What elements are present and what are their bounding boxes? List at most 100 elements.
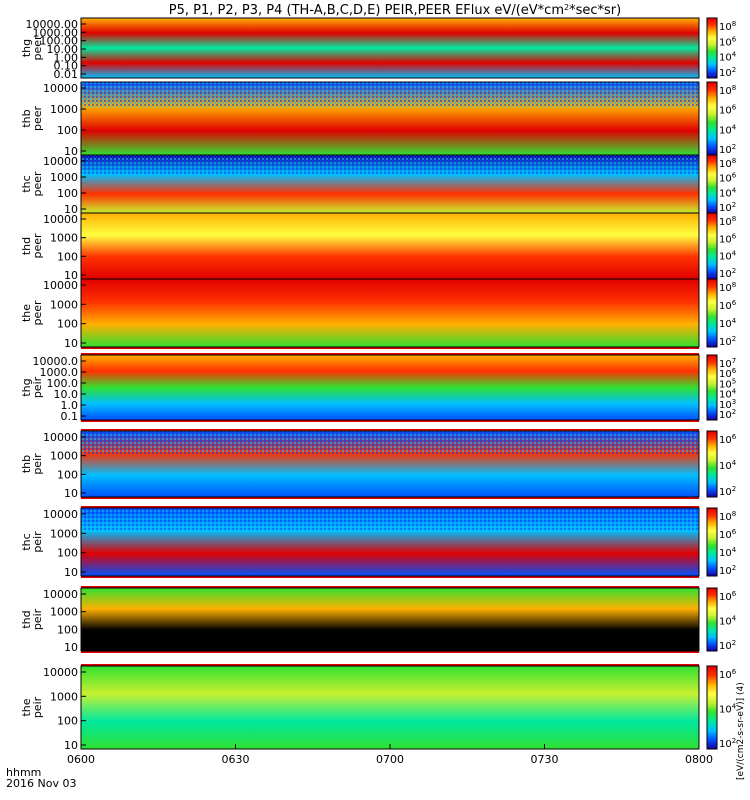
- panel-label-instrument: peer: [31, 233, 44, 259]
- y-tick-label: 1000: [50, 527, 78, 540]
- panel-label-probe: thb: [20, 109, 33, 127]
- separator-strip: [81, 497, 699, 508]
- separator-band-inner: [81, 499, 699, 506]
- noise-overlay: [81, 82, 699, 108]
- y-tick-label: 10.00: [47, 43, 79, 56]
- separator-strip: [81, 420, 699, 431]
- separator-band-inner: [81, 653, 699, 664]
- panel-label-instrument: peir: [31, 376, 44, 398]
- panel-label-probe: thd: [20, 237, 33, 255]
- colorbar-tick-label: 106: [719, 668, 737, 681]
- x-axis-date: 2016 Nov 03: [6, 777, 76, 790]
- colorbar-tick-label: 106: [719, 35, 737, 48]
- colorbar-tick-label: 102: [719, 66, 736, 79]
- y-tick-label: 10.0: [54, 388, 79, 401]
- colorbar-tick-label: 104: [719, 123, 737, 136]
- colorbar-tick-label: 106: [719, 299, 737, 312]
- colorbar-image: [706, 278, 718, 348]
- colorbar-tick-label: 102: [719, 737, 736, 750]
- panel-label-probe: thc: [20, 175, 33, 192]
- x-tick-label: 0630: [222, 753, 250, 766]
- y-tick-label: 1000: [50, 103, 78, 116]
- y-tick-label: 10000.0: [33, 355, 79, 368]
- y-tick-label: 100: [57, 468, 78, 481]
- colorbar-tick-label: 104: [719, 388, 737, 401]
- y-tick-label: 100.0: [47, 377, 79, 390]
- panel-label-probe: thg: [20, 378, 33, 396]
- y-tick-label: 0.1: [61, 410, 79, 423]
- y-tick-label: 10: [64, 337, 78, 350]
- y-tick-label: 100: [57, 318, 78, 331]
- y-tick-label: 10: [64, 203, 78, 216]
- colorbar-image: [706, 430, 718, 498]
- colorbar-tick-label: 102: [719, 267, 736, 280]
- colorbar: 108 106 104 102: [706, 17, 737, 79]
- colorbar-image: [706, 17, 718, 79]
- noise-overlay: [81, 508, 699, 532]
- y-tick-label: 100: [57, 623, 78, 636]
- colorbar: 106 104 102: [706, 665, 737, 750]
- x-axis-label-hhmm: hhmm: [6, 766, 41, 779]
- y-tick-label: 10: [64, 566, 78, 579]
- colorbar-tick-label: 108: [719, 84, 736, 97]
- colorbar-tick-label: 102: [719, 335, 736, 348]
- colorbar-tick-label: 106: [719, 232, 737, 245]
- y-tick-label: 100: [57, 715, 78, 728]
- y-tick-label: 10: [64, 145, 78, 158]
- y-tick-label: 100: [57, 187, 78, 200]
- panel-frame: [80, 17, 700, 79]
- panel-label-instrument: peir: [31, 696, 44, 718]
- separator-band-inner: [81, 349, 699, 353]
- colorbar-tick-label: 108: [719, 215, 736, 228]
- colorbar-tick-label: 106: [719, 172, 737, 185]
- y-tick-label: 10: [64, 739, 78, 752]
- colorbar: 108 106 104 102: [706, 507, 737, 577]
- panel-label-instrument: peer: [31, 171, 44, 197]
- colorbar-image: [706, 212, 718, 280]
- separator-band-inner: [81, 578, 699, 586]
- y-tick-label: 10000: [43, 666, 78, 679]
- colorbar-tick-label: 104: [719, 250, 737, 263]
- panel-label-probe: thc: [20, 533, 33, 550]
- colorbar-unit-label: [eV/(cm2-s-sr-eV)] (4): [736, 682, 746, 780]
- colorbar-image: [706, 665, 718, 750]
- panel-label-instrument: peer: [31, 300, 44, 326]
- colorbar-tick-label: 108: [719, 20, 736, 33]
- y-tick-label: 100: [57, 250, 78, 263]
- panel-label-instrument: peer: [31, 106, 44, 132]
- colorbar-image: [706, 587, 718, 652]
- y-tick-label: 10000: [43, 431, 78, 444]
- y-tick-label: 100.00: [40, 35, 79, 48]
- colorbar-tick-label: 102: [719, 564, 736, 577]
- panel-label-probe: thg: [20, 39, 33, 57]
- colorbar-tick-label: 102: [719, 485, 736, 498]
- spectrogram-image: [81, 279, 699, 347]
- y-tick-label: 1.0: [61, 399, 79, 412]
- colorbar-tick-label: 104: [719, 317, 737, 330]
- colorbar-tick-label: 102: [719, 639, 736, 652]
- panel-thg-peir: 10000.01000.0100.010.01.00.1thgpeir10710…: [20, 354, 737, 423]
- y-tick-label: 1000: [50, 450, 78, 463]
- panel-label-probe: thd: [20, 610, 33, 628]
- colorbar-image: [706, 354, 718, 421]
- colorbar-image: [706, 507, 718, 577]
- x-axis: 0600 0630 0700 0730 0800: [67, 744, 713, 766]
- panel-frame: [80, 354, 700, 421]
- colorbar-tick-label: 106: [719, 528, 737, 541]
- separator-band-inner: [81, 422, 699, 429]
- separator-strip: [81, 576, 699, 588]
- panel-label-instrument: peir: [31, 531, 44, 553]
- y-tick-label: 1000: [50, 298, 78, 311]
- colorbar-tick-label: 104: [719, 459, 737, 472]
- panel-frame: [80, 430, 700, 498]
- colorbar-tick-label: 102: [719, 201, 736, 214]
- panel-label-instrument: peir: [31, 453, 44, 475]
- colorbar-tick-label: 104: [719, 186, 737, 199]
- panel-label-instrument: peer: [31, 35, 44, 61]
- y-tick-label: 10: [64, 487, 78, 500]
- y-tick-label: 1000: [50, 690, 78, 703]
